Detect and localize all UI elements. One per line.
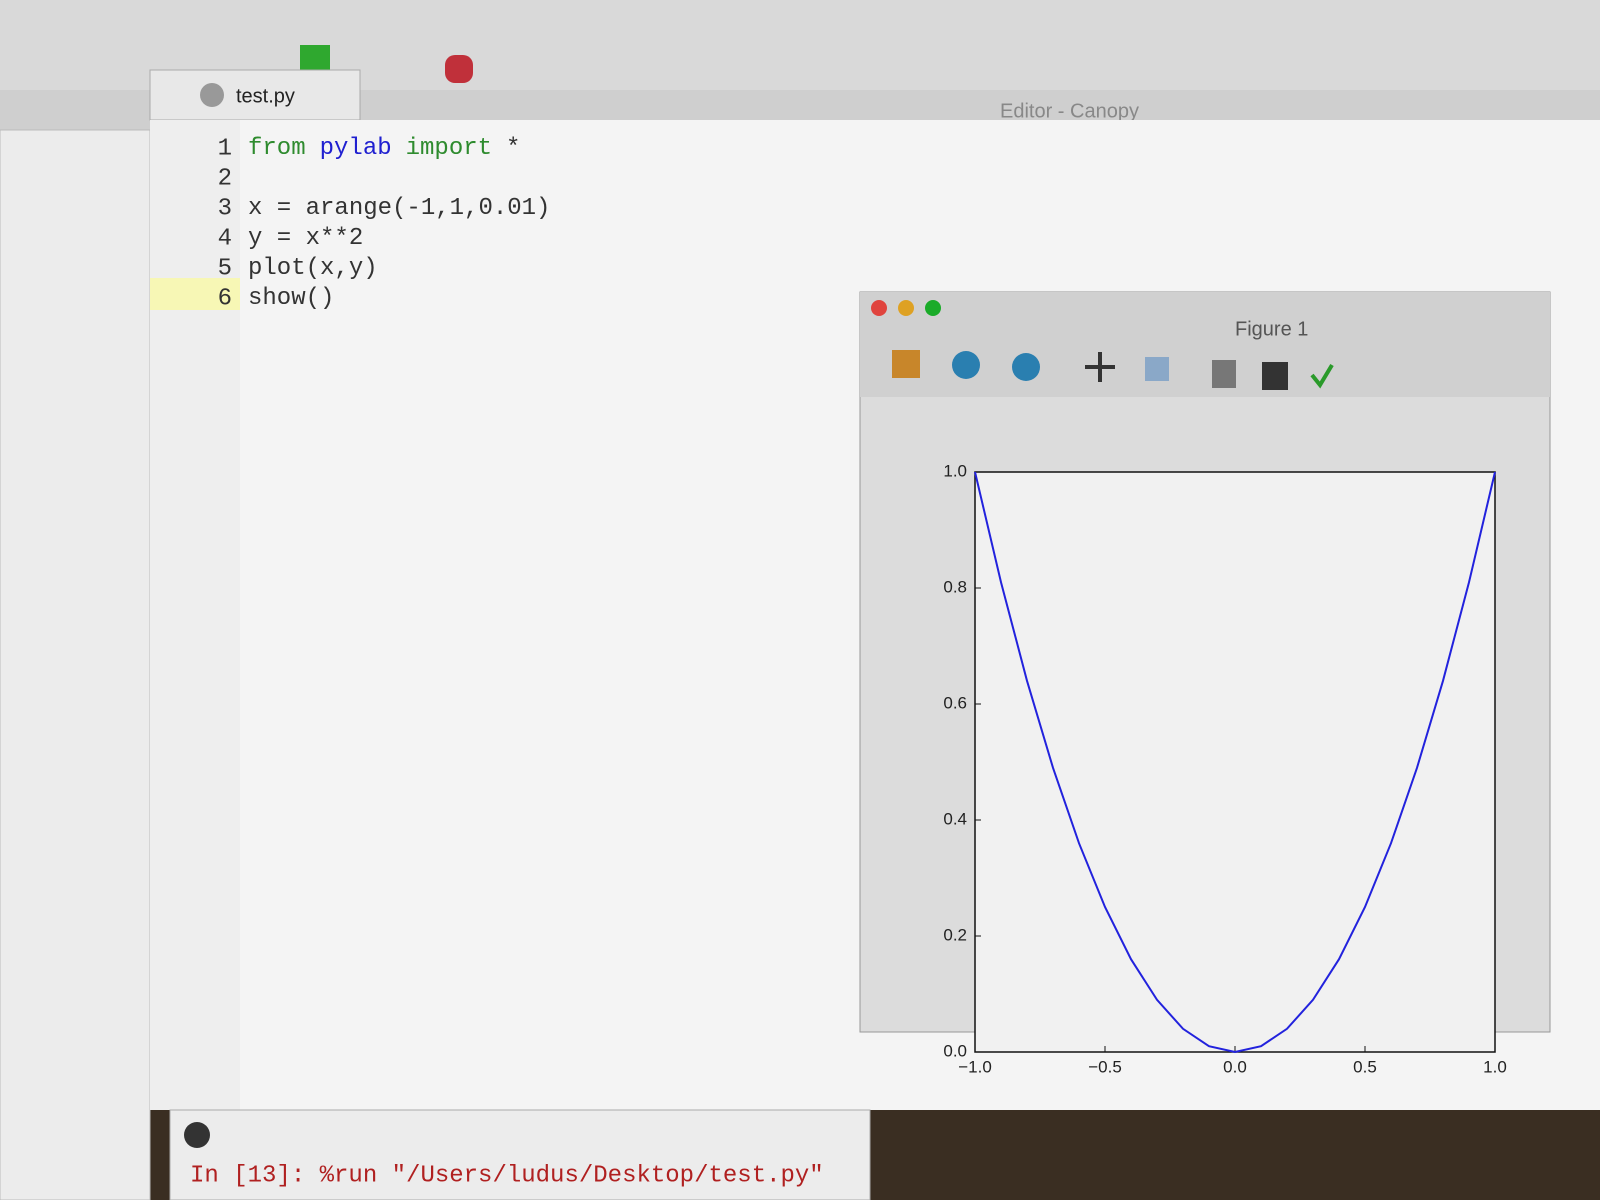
run-button[interactable] bbox=[300, 45, 330, 73]
pan-button[interactable] bbox=[1085, 352, 1115, 382]
code-token: y = x**2 bbox=[248, 225, 363, 252]
figure-title: Figure 1 bbox=[1235, 318, 1308, 340]
plot-area bbox=[974, 471, 1496, 1053]
debug-button[interactable] bbox=[445, 55, 473, 83]
line-number: 5 bbox=[218, 255, 232, 282]
code-token: pylab bbox=[320, 135, 392, 162]
console-line: In [13]: %run "/Users/ludus/Desktop/test… bbox=[190, 1162, 824, 1189]
code-token: x = arange(-1,1,0.01) bbox=[248, 195, 550, 222]
code-token: plot(x,y) bbox=[248, 255, 378, 282]
zoom-rect-button[interactable] bbox=[1145, 357, 1169, 381]
x-tick-label: −0.5 bbox=[1088, 1057, 1122, 1076]
code-line: from pylab import * bbox=[248, 135, 520, 162]
code-token: * bbox=[506, 135, 520, 162]
y-tick-label: 0.0 bbox=[943, 1041, 967, 1060]
x-tick-label: 0.0 bbox=[1223, 1057, 1247, 1076]
code-token: from bbox=[248, 135, 306, 162]
subplots-button[interactable] bbox=[1212, 360, 1236, 388]
code-token: import bbox=[406, 135, 492, 162]
forward-button[interactable] bbox=[1012, 353, 1040, 381]
code-line: y = x**2 bbox=[248, 225, 363, 252]
tab-close[interactable] bbox=[200, 83, 224, 107]
x-tick-label: −1.0 bbox=[958, 1057, 992, 1076]
code-line: plot(x,y) bbox=[248, 255, 378, 282]
window-title: Editor - Canopy bbox=[1000, 100, 1139, 122]
home-button[interactable] bbox=[892, 350, 920, 378]
console bbox=[169, 1109, 871, 1200]
code-token: show() bbox=[248, 285, 334, 312]
zoom-button[interactable] bbox=[925, 300, 941, 316]
y-tick-label: 0.4 bbox=[943, 809, 967, 828]
code: 1 from pylab import * 2 3 x = arange(-1,1,0.01)… bbox=[218, 135, 551, 312]
y-tick-label: 0.6 bbox=[943, 693, 967, 712]
line-number: 2 bbox=[218, 165, 232, 192]
line-number: 3 bbox=[218, 195, 232, 222]
edit-button[interactable] bbox=[1310, 363, 1334, 389]
code-line: x = arange(-1,1,0.01) bbox=[248, 195, 550, 222]
x-tick-label: 1.0 bbox=[1483, 1057, 1507, 1076]
back-button[interactable] bbox=[952, 351, 980, 379]
save-button[interactable] bbox=[1262, 362, 1288, 390]
figure-toolbar bbox=[860, 292, 1550, 397]
line-number: 6 bbox=[218, 285, 232, 312]
current-line bbox=[150, 278, 240, 310]
line-series bbox=[974, 471, 1496, 1054]
x-tick-label: 0.5 bbox=[1353, 1057, 1377, 1076]
tab-label: test.py bbox=[236, 85, 295, 107]
code-line: show() bbox=[248, 285, 334, 312]
y-tick-label: 0.8 bbox=[943, 577, 967, 596]
line-number: 4 bbox=[218, 225, 232, 252]
y-tick-label: 0.2 bbox=[943, 925, 967, 944]
minimize-button[interactable] bbox=[898, 300, 914, 316]
console-close[interactable] bbox=[184, 1122, 210, 1148]
line-number: 1 bbox=[218, 135, 232, 162]
file-browser bbox=[0, 129, 151, 1200]
y-tick-label: 1.0 bbox=[943, 461, 967, 480]
close-button[interactable] bbox=[871, 300, 887, 316]
